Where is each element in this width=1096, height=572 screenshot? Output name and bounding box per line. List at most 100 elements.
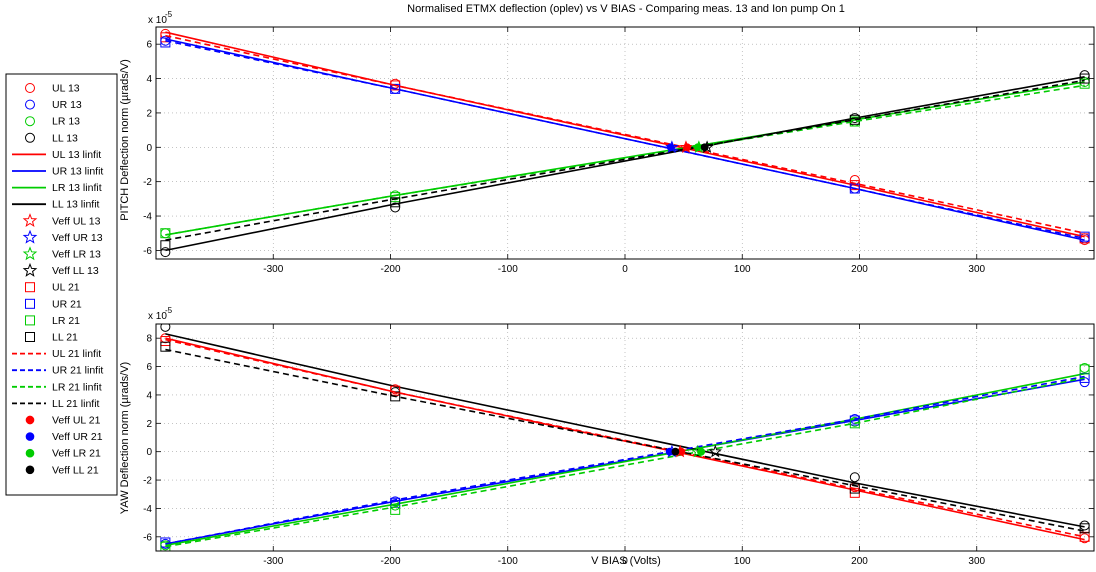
pitch-veff-ll-21-point <box>700 143 709 152</box>
legend-entry-ll-13: LL 13 <box>25 132 78 144</box>
pitch-veff-lr-21-point <box>693 143 702 152</box>
legend-entry-lr-21-swatch <box>25 315 35 326</box>
legend-entry-ul-13-label: UL 13 <box>52 83 80 95</box>
legend-entry-ur-21-label: UR 21 <box>52 298 82 310</box>
legend-entry-ul-21: UL 21 <box>25 282 80 294</box>
pitch-ytick-label: -2 <box>143 177 152 188</box>
pitch-axes-frame <box>155 26 1095 260</box>
legend-entry-lr-21: LR 21 <box>25 315 80 327</box>
legend-entry-ul-21-swatch <box>25 282 35 293</box>
legend: UL 13 UR 13 LR 13 LL 13 UL 13 linfit UR 13 li… <box>5 73 118 496</box>
legend-entry-veff-ul-13: Veff UL 13 <box>22 213 101 227</box>
pitch-series-lr-21-point <box>160 228 171 239</box>
legend-entry-lr-21-linfit-label: LR 21 linfit <box>52 381 102 393</box>
legend-entry-lr-21-label: LR 21 <box>52 315 80 327</box>
yaw-xtick-label: 0 <box>622 556 628 567</box>
legend-entry-veff-ur-13-swatch <box>22 229 38 244</box>
pitch-ytick-label: 0 <box>146 143 152 154</box>
legend-entry-ll-21-swatch <box>25 332 35 342</box>
yaw-exponent: x 10 -5 <box>148 306 173 322</box>
legend-entry-ll-21: LL 21 <box>25 332 78 344</box>
legend-entry-veff-ll-13-label: Veff LL 13 <box>52 265 99 277</box>
yaw-series-lr-21-point <box>160 541 171 551</box>
yaw-ytick-label: -2 <box>143 476 152 487</box>
legend-entry-veff-ll-21-label: Veff LL 21 <box>52 464 99 476</box>
legend-entry-veff-ul-21-swatch <box>25 415 35 425</box>
yaw-series-ll-21-point <box>849 483 860 494</box>
yaw-series-ll-21-point <box>1079 523 1090 534</box>
legend-entry-ll-13-swatch <box>25 132 35 143</box>
pitch-exponent: x 10 -5 <box>148 10 173 26</box>
legend-entry-veff-ll-21: Veff LL 21 <box>25 464 99 476</box>
pitch-xtick-label: -100 <box>498 264 518 275</box>
pitch-series-ul-21-linfit <box>165 34 1085 234</box>
pitch-series-ur-21 <box>160 37 1090 242</box>
yaw-ytick-label: 2 <box>146 419 152 430</box>
legend-entry-veff-lr-13-label: Veff LR 13 <box>52 249 101 261</box>
legend-entry-veff-ul-13-label: Veff UL 13 <box>52 215 101 227</box>
legend-entry-ll-13-label: LL 13 <box>52 132 78 144</box>
pitch-series-ll-13-point <box>390 202 401 213</box>
pitch-series-lr-21 <box>160 78 1090 239</box>
pitch-axes: -300 -200 -100 0 100 200 300 -6 -4 -2 0 2 4 6 <box>143 26 1095 275</box>
legend-entry-ll-21-linfit: LL 21 linfit <box>12 398 100 410</box>
pitch-ytick-label: -6 <box>143 246 152 257</box>
legend-entry-ll-21-linfit-label: LL 21 linfit <box>52 398 100 410</box>
yaw-ytick-label: 8 <box>146 334 152 345</box>
yaw-series-lr-21-point <box>1079 364 1090 375</box>
pitch-ylabel: PITCH Deflection norm (µrads/V) <box>119 59 131 221</box>
yaw-ytick-label: 0 <box>146 447 152 458</box>
pitch-series-ll-21-point <box>390 197 401 208</box>
yaw-veff-ll-21-point <box>671 447 680 456</box>
legend-entry-ll-13-linfit-label: LL 13 linfit <box>52 199 100 211</box>
legend-entry-veff-ur-21-label: Veff UR 21 <box>52 431 103 443</box>
pitch-series-ul-13-linfit <box>165 31 1085 238</box>
legend-entry-veff-ul-21: Veff UL 21 <box>25 415 101 427</box>
pitch-veff-ur-21-point <box>666 143 675 152</box>
yaw-veff-lr-21-point <box>697 447 706 456</box>
pitch-series-ur-13-linfit <box>165 38 1085 241</box>
legend-entry-lr-13: LR 13 <box>25 116 80 128</box>
legend-entry-ul-21-linfit-label: UL 21 linfit <box>52 348 101 360</box>
legend-entry-lr-13-linfit: LR 13 linfit <box>12 182 102 194</box>
yaw-plot-area <box>156 324 1094 551</box>
pitch-ytick-label: 2 <box>146 108 152 119</box>
legend-entry-veff-ll-21-swatch <box>25 465 35 475</box>
legend-entry-veff-lr-13: Veff LR 13 <box>22 246 101 261</box>
legend-entry-veff-ll-13: Veff LL 13 <box>22 262 99 277</box>
pitch-xtick-label: 0 <box>622 264 628 275</box>
yaw-ytick-label: 6 <box>146 362 152 373</box>
legend-entry-veff-ur-21-swatch <box>25 432 35 441</box>
yaw-exponent-base: x 10 <box>148 311 167 322</box>
pitch-xtick-label: -300 <box>263 264 283 275</box>
legend-entry-veff-ul-21-label: Veff UL 21 <box>52 415 101 427</box>
legend-entry-ul-13-linfit: UL 13 linfit <box>12 149 101 161</box>
legend-entry-ur-21-swatch <box>25 298 35 309</box>
legend-entry-ul-21-linfit: UL 21 linfit <box>12 348 101 360</box>
yaw-axes: -300 -200 -100 0 100 200 300 -6 -4 -2 0 2 4 6 8 <box>143 323 1095 567</box>
xlabel: V BIAS (Volts) <box>591 555 661 567</box>
yaw-xtick-label: 300 <box>968 556 985 567</box>
yaw-ylabel: YAW Deflection norm (µrads/V) <box>119 362 131 514</box>
pitch-xtick-label: 200 <box>851 264 868 275</box>
legend-entry-lr-13-label: LR 13 <box>52 116 80 128</box>
yaw-series-ll-21 <box>160 341 1090 534</box>
legend-entry-ul-21-label: UL 21 <box>52 282 80 294</box>
pitch-ytick-label: 6 <box>146 40 152 51</box>
pitch-ytick-label: -4 <box>143 212 152 223</box>
pitch-exponent-power: -5 <box>165 10 173 19</box>
yaw-ytick-label: -6 <box>143 532 152 543</box>
legend-entry-ur-21: UR 21 <box>25 298 82 310</box>
legend-entry-ll-21-label: LL 21 <box>52 332 78 344</box>
legend-entry-ul-13-linfit-label: UL 13 linfit <box>52 149 101 161</box>
pitch-series-lr-21-point <box>1079 78 1090 89</box>
legend-entry-ll-13-linfit: LL 13 linfit <box>12 199 100 211</box>
legend-entry-ur-13-label: UR 13 <box>52 99 82 111</box>
yaw-xtick-label: -100 <box>498 556 518 567</box>
pitch-series-lr-21-linfit <box>165 84 1085 236</box>
pitch-xtick-label: 100 <box>734 264 751 275</box>
yaw-series-lr-21-point <box>390 504 401 515</box>
pitch-series-ll-13-linfit <box>165 76 1085 252</box>
yaw-ytick-label: 4 <box>146 390 152 401</box>
